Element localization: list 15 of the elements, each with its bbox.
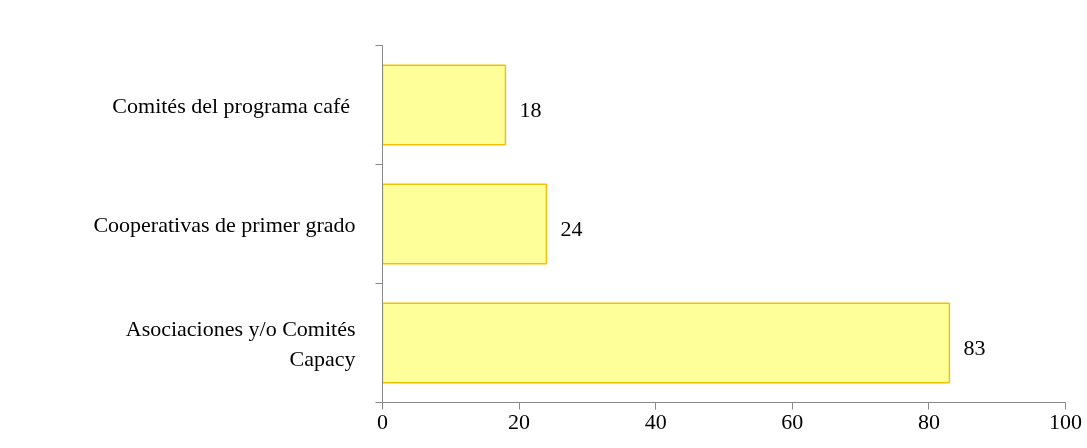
bar — [382, 183, 548, 265]
x-tick-label: 80 — [917, 408, 940, 434]
bar — [382, 64, 507, 146]
x-tick-label: 40 — [644, 408, 667, 434]
x-tick-label: 100 — [1049, 408, 1082, 434]
data-label: 18 — [519, 97, 542, 122]
bar — [382, 302, 951, 384]
data-label: 24 — [560, 216, 583, 241]
data-label: 83 — [963, 335, 986, 360]
x-tick-label: 60 — [781, 408, 804, 434]
x-tick-label: 0 — [377, 408, 388, 434]
y-tick-label: Asociaciones y/o Comités Capacy — [125, 315, 356, 371]
y-tick-label: Comités del programa café — [112, 92, 351, 118]
x-tick-label: 20 — [508, 408, 531, 434]
y-tick-label: Cooperativas de primer grado — [93, 211, 356, 237]
